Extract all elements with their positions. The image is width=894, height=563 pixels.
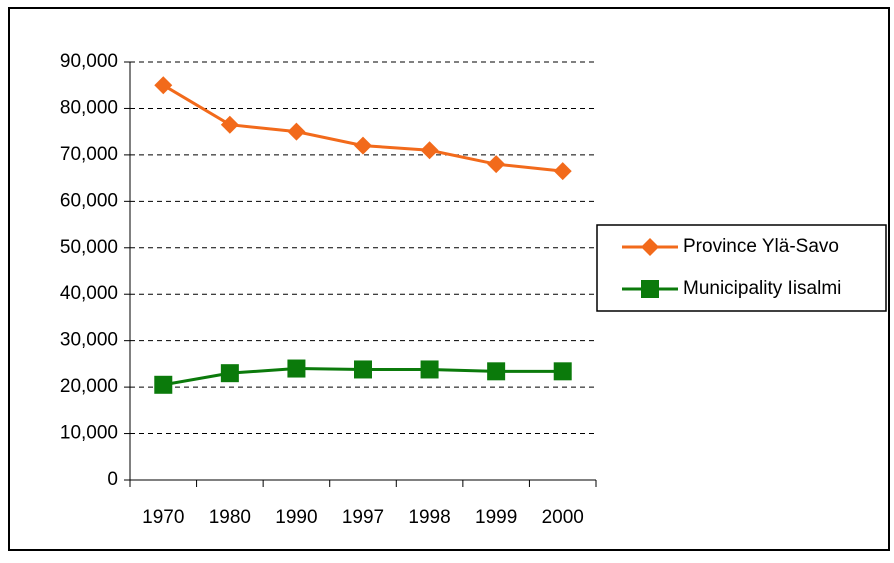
x-tick-label: 1997 [342,507,384,528]
data-point [487,362,506,381]
legend-marker [641,238,659,256]
x-tick-label: 1970 [142,507,184,528]
legend-marker [641,280,659,298]
x-tick-label: 1998 [408,507,450,528]
y-tick-label: 20,000 [60,376,118,397]
data-point [487,155,506,174]
legend-label: Province Ylä-Savo [683,236,839,257]
y-tick-label: 70,000 [60,144,118,165]
legend-label: Municipality Iisalmi [683,278,841,299]
y-tick-label: 90,000 [60,51,118,72]
data-point [287,122,306,141]
y-tick-label: 0 [107,469,118,490]
data-point [154,76,173,95]
y-tick-label: 30,000 [60,330,118,351]
data-point [553,362,572,381]
y-tick-label: 80,000 [60,97,118,118]
data-point [354,360,372,379]
data-point [553,162,572,181]
y-tick-label: 60,000 [60,190,118,211]
data-point [220,115,239,134]
x-tick-label: 1999 [475,507,517,528]
data-point [287,359,306,378]
data-point [154,375,173,394]
x-tick-label: 2000 [542,507,584,528]
x-tick-label: 1990 [275,507,317,528]
y-tick-label: 10,000 [60,423,118,444]
data-point [354,136,372,155]
data-point [220,364,239,383]
y-tick-label: 50,000 [60,237,118,258]
data-point [420,141,439,160]
x-tick-label: 1980 [209,507,251,528]
y-tick-label: 40,000 [60,283,118,304]
data-point [420,360,439,379]
